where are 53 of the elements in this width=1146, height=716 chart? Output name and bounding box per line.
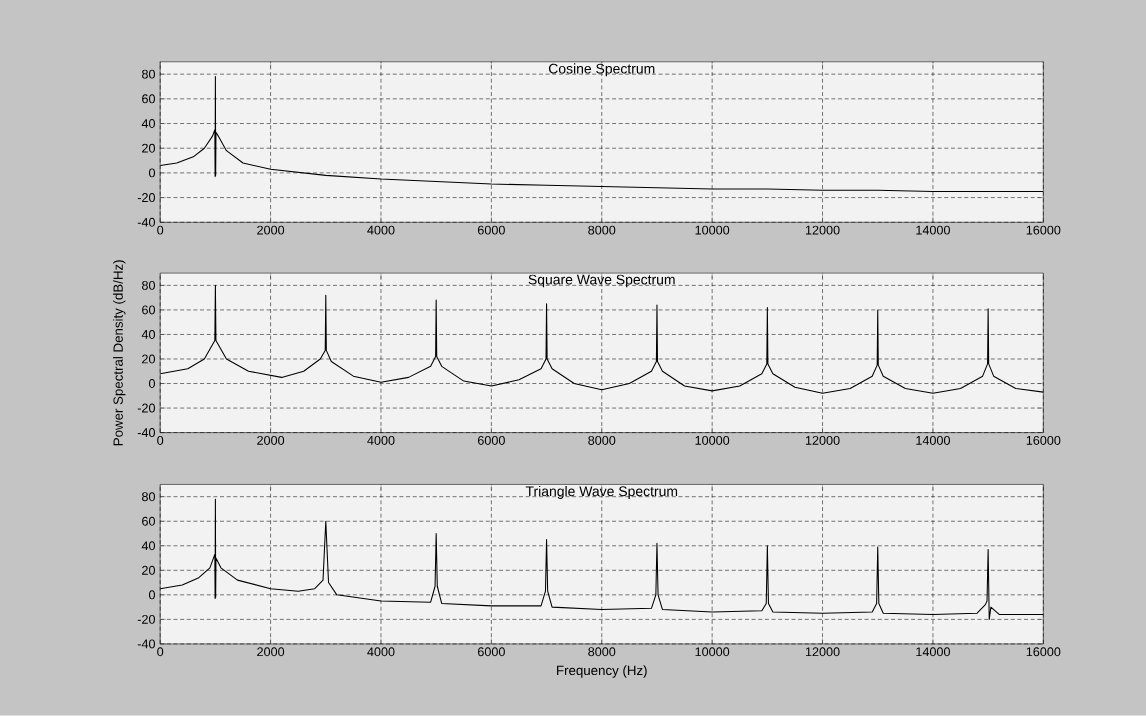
chart-title: Cosine Spectrum <box>548 63 655 77</box>
x-tick-label: 16000 <box>1026 225 1061 235</box>
x-tick-label: 4000 <box>367 436 395 446</box>
y-tick-label: 80 <box>142 492 155 502</box>
x-tick-label: 14000 <box>916 225 950 235</box>
x-tick-label: 0 <box>157 647 164 657</box>
y-tick-label: 40 <box>141 330 155 340</box>
x-tick-label: 0 <box>157 436 164 446</box>
y-tick-label: -20 <box>137 193 155 203</box>
y-tick-label: -40 <box>137 428 155 438</box>
x-tick-label: 6000 <box>477 647 505 657</box>
x-tick-label: 6000 <box>477 225 505 235</box>
x-tick-label: 12000 <box>805 647 840 657</box>
y-tick-label: 40 <box>141 119 155 129</box>
x-tick-label: 8000 <box>588 436 616 446</box>
x-tick-label: 12000 <box>805 225 840 235</box>
y-axis-title: Power Spectral Density (dB/Hz) <box>113 260 126 446</box>
x-tick-label: 10000 <box>695 436 730 446</box>
y-tick-label: -40 <box>137 639 155 649</box>
x-tick-label: 2000 <box>257 436 285 446</box>
x-tick-label: 2000 <box>257 225 285 235</box>
y-tick-label: 80 <box>142 281 155 291</box>
y-tick-label: 0 <box>148 168 155 178</box>
y-tick-label: -40 <box>137 217 155 227</box>
y-tick-label: 60 <box>142 305 155 315</box>
x-axis-title: Frequency (Hz) <box>557 665 647 678</box>
x-tick-label: 14000 <box>916 436 950 446</box>
x-tick-label: 10000 <box>695 225 730 235</box>
x-tick-label: 8000 <box>588 647 616 657</box>
y-tick-label: 80 <box>142 69 155 79</box>
x-tick-label: 16000 <box>1026 436 1061 446</box>
x-tick-label: 0 <box>157 225 164 235</box>
y-tick-label: 60 <box>142 516 155 526</box>
x-tick-label: 8000 <box>588 225 616 235</box>
y-tick-label: 0 <box>148 379 155 389</box>
x-tick-label: 10000 <box>695 647 730 657</box>
y-tick-label: 40 <box>141 541 155 551</box>
y-tick-label: 20 <box>142 354 155 364</box>
y-tick-label: 0 <box>148 590 155 600</box>
y-tick-label: -20 <box>137 403 155 413</box>
y-tick-label: 60 <box>142 94 155 104</box>
chart-title: Triangle Wave Spectrum <box>525 486 678 500</box>
y-tick-label: 20 <box>142 565 155 575</box>
x-tick-label: 14000 <box>916 647 950 657</box>
y-tick-label: -20 <box>137 615 155 624</box>
x-tick-label: 6000 <box>477 436 505 446</box>
x-tick-label: 4000 <box>367 647 395 657</box>
x-tick-label: 4000 <box>367 225 395 235</box>
y-tick-label: 20 <box>142 143 155 153</box>
x-tick-label: 16000 <box>1026 647 1061 657</box>
chart-title: Square Wave Spectrum <box>528 274 675 288</box>
x-tick-label: 12000 <box>805 436 840 446</box>
x-tick-label: 2000 <box>257 647 285 657</box>
